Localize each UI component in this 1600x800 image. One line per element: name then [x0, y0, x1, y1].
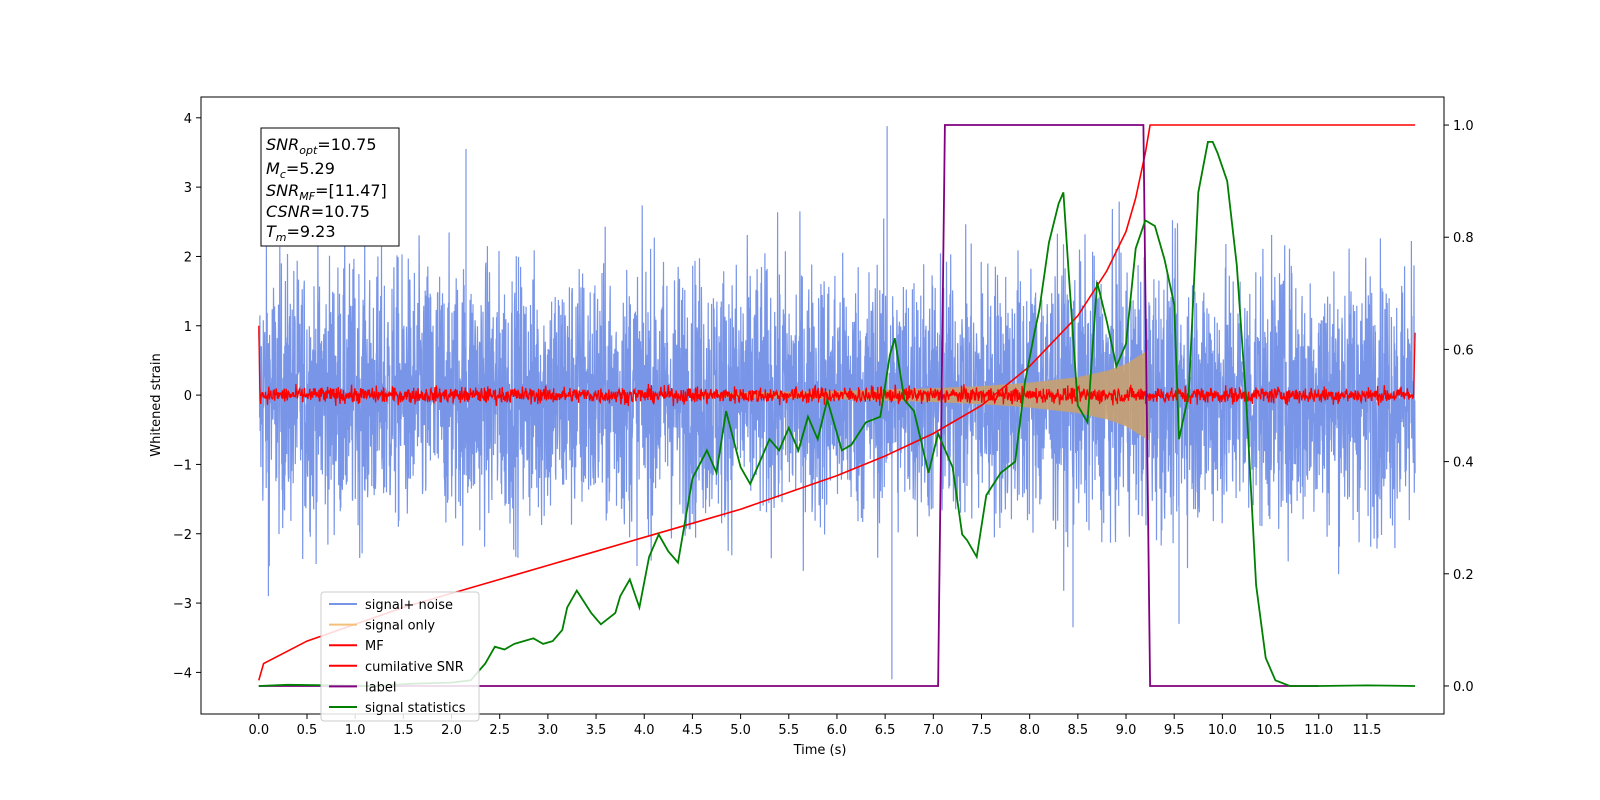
x-tick-label: 5.5	[778, 723, 799, 738]
annotation-box: SNRopt=10.75 Mc=5.29 SNRMF=[11.47] CSNR=…	[260, 127, 400, 247]
x-tick-label: 10.0	[1208, 723, 1237, 738]
x-tick-label: 7.5	[971, 723, 992, 738]
x-tick-label: 1.0	[345, 723, 366, 738]
x-tick-label: 4.0	[634, 723, 655, 738]
legend-label: label	[365, 680, 396, 695]
x-axis-label: Time (s)	[793, 743, 847, 758]
x-tick-label: 7.0	[923, 723, 944, 738]
x-tick-label: 10.5	[1256, 723, 1285, 738]
annotation-mc: Mc=5.29	[266, 159, 335, 181]
y-tick-label: 0	[184, 389, 192, 404]
y-tick-label: 2	[184, 250, 192, 265]
x-tick-label: 3.5	[586, 723, 607, 738]
x-tick-label: 2.5	[489, 723, 510, 738]
x-tick-label: 4.5	[682, 723, 703, 738]
x-tick-label: 6.0	[827, 723, 848, 738]
series-label	[258, 124, 1319, 687]
y2-tick-label: 0.6	[1453, 343, 1474, 358]
y2-tick-label: 0.4	[1453, 456, 1474, 471]
x-tick-label: 11.0	[1304, 723, 1333, 738]
x-tick-label: 9.5	[1164, 723, 1185, 738]
x-tick-label: 0.5	[297, 723, 318, 738]
series-signal-statistics	[258, 140, 1416, 687]
annotation-tm: Tm=9.23	[266, 222, 336, 244]
y-tick-label: 1	[184, 320, 192, 335]
y-tick-label: −1	[173, 458, 192, 473]
legend-label: signal statistics	[365, 701, 466, 716]
y-tick-label: 3	[184, 181, 192, 196]
axes-layer: 0.0 0.5 1.0 1.5 2.0 2.5 3.0 3.5 4.0 4.5 5.0 5.5 6.0 6…	[173, 112, 1474, 738]
x-tick-label: 11.5	[1352, 723, 1381, 738]
y2-tick-label: 0.0	[1453, 680, 1474, 695]
x-tick-label: 9.0	[1116, 723, 1137, 738]
x-tick-label: 2.0	[441, 723, 462, 738]
y2-tick-label: 0.8	[1453, 231, 1474, 246]
y-axis-label: Whitened strain	[149, 353, 164, 456]
x-tick-label: 8.0	[1019, 723, 1040, 738]
x-tick-label: 1.5	[393, 723, 414, 738]
y2-tick-label: 1.0	[1453, 119, 1474, 134]
y2-tick-label: 0.2	[1453, 568, 1474, 583]
x-tick-label: 8.5	[1068, 723, 1089, 738]
y-tick-label: 4	[184, 112, 192, 127]
legend-label: MF	[365, 639, 384, 654]
plot-frame	[200, 96, 1445, 715]
x-tick-label: 0.0	[248, 723, 269, 738]
legend-label: signal only	[365, 619, 435, 634]
series-signal-noise	[258, 126, 1416, 680]
x-tick-label: 5.0	[730, 723, 751, 738]
y-tick-label: −2	[173, 528, 192, 543]
legend-label: signal+ noise	[365, 598, 453, 613]
y-tick-label: −4	[173, 666, 192, 681]
legend-label: cumilative SNR	[365, 660, 464, 675]
y-tick-label: −3	[173, 597, 192, 612]
annotation-csnr: CSNR=10.75	[266, 202, 370, 221]
legend: signal+ noise signal only MF cumilative SNR…	[320, 591, 480, 722]
series-mf	[258, 325, 1416, 407]
legend-frame	[320, 591, 480, 722]
annotation-snr-mf: SNRMF=[11.47]	[266, 181, 387, 203]
annotation-snr-opt: SNRopt=10.75	[266, 135, 377, 157]
x-tick-label: 6.5	[875, 723, 896, 738]
x-tick-label: 3.0	[538, 723, 559, 738]
